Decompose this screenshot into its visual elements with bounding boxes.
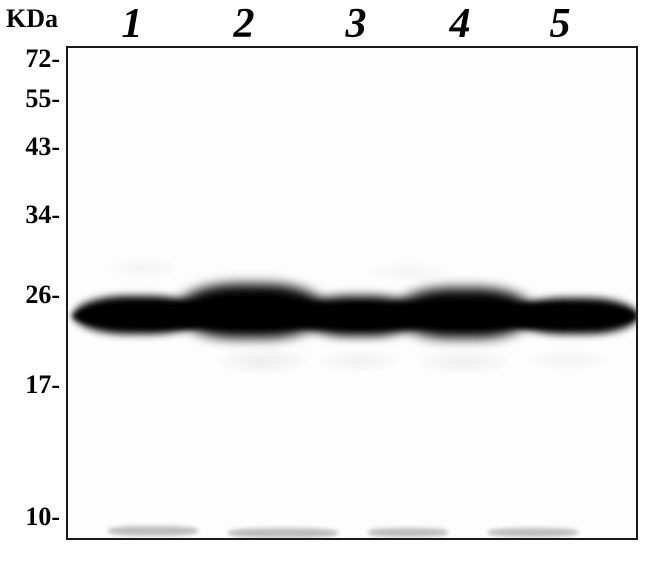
mw-marker-label: 34- — [0, 200, 60, 230]
faint-band-smudge — [418, 350, 508, 374]
lane-label: 3 — [336, 0, 376, 48]
mw-marker-label: 10- — [0, 502, 60, 532]
mw-marker-label: 55- — [0, 84, 60, 114]
lane-label: 2 — [224, 0, 264, 48]
protein-band-layer — [68, 48, 636, 538]
mw-marker-label: 72- — [0, 44, 60, 74]
mw-marker-label: 17- — [0, 370, 60, 400]
membrane-edge-mark — [228, 528, 338, 538]
protein-band — [512, 298, 638, 334]
faint-band-smudge — [108, 258, 178, 278]
mw-marker-label: 26- — [0, 280, 60, 310]
lane-label: 1 — [112, 0, 152, 48]
lane-label: 5 — [540, 0, 580, 48]
lane-label: 4 — [440, 0, 480, 48]
faint-band-smudge — [528, 350, 608, 370]
membrane-edge-mark — [368, 528, 448, 537]
kda-unit-label: KDa — [6, 4, 58, 34]
membrane-edge-mark — [488, 528, 578, 537]
faint-band-smudge — [368, 262, 448, 282]
western-blot-figure: KDa 72- 55- 43- 34- 26- 17- 10- 1 2 3 4 5 — [0, 0, 650, 571]
mw-marker-label: 43- — [0, 132, 60, 162]
membrane-edge-mark — [108, 526, 198, 536]
blot-membrane-frame — [66, 46, 638, 540]
faint-band-smudge — [318, 350, 398, 372]
faint-band-smudge — [218, 348, 308, 374]
